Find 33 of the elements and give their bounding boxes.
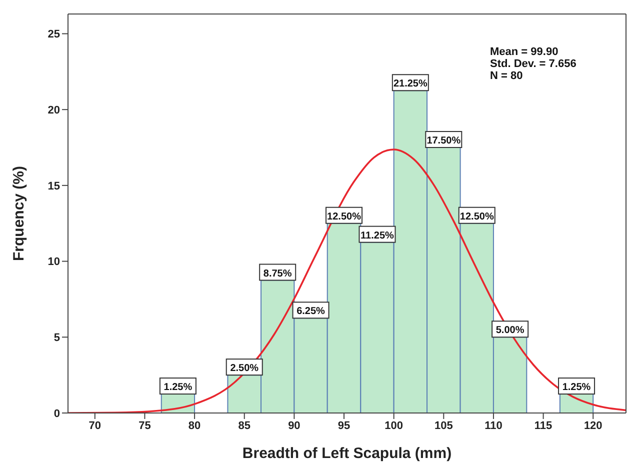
x-tick-label: 70	[88, 420, 102, 432]
x-tick-label: 90	[288, 420, 300, 432]
data-label: 1.25%	[164, 382, 192, 394]
data-label: 2.50%	[230, 363, 259, 374]
data-label: 21.25%	[393, 78, 428, 90]
data-label: 17.50%	[426, 136, 461, 147]
y-axis-title: Frquency (%)	[10, 166, 28, 262]
x-axis-title: Breadth of Left Scapula (mm)	[242, 445, 452, 462]
annotation: Std. Dev. = 7.656	[490, 58, 576, 70]
data-label: 1.25%	[562, 382, 591, 394]
data-label: 12.50%	[460, 211, 494, 222]
x-tick-label: 105	[434, 420, 453, 432]
x-tick-label: 75	[138, 420, 151, 432]
y-tick-label: 0	[54, 408, 60, 420]
data-label: 8.75%	[263, 268, 292, 280]
data-label: 11.25%	[360, 230, 394, 242]
x-tick-label: 110	[484, 420, 502, 432]
x-tick-label: 120	[584, 420, 602, 432]
annotation: Mean = 99.90	[490, 46, 560, 58]
y-tick-label: 15	[48, 180, 60, 192]
x-tick-label: 95	[338, 420, 350, 432]
x-tick-label: 115	[534, 420, 552, 432]
x-tick-label: 85	[238, 420, 250, 432]
data-label: 6.25%	[296, 306, 326, 318]
y-tick-label: 20	[48, 104, 60, 116]
x-tick-label: 100	[384, 420, 404, 432]
data-label: 12.50%	[327, 211, 362, 222]
y-tick-label: 5	[54, 332, 60, 344]
annotation: N = 80	[490, 70, 524, 82]
data-label: 5.00%	[496, 325, 524, 336]
y-tick-label: 10	[48, 256, 60, 268]
y-tick-label: 25	[48, 28, 60, 41]
x-tick-label: 80	[188, 420, 201, 432]
